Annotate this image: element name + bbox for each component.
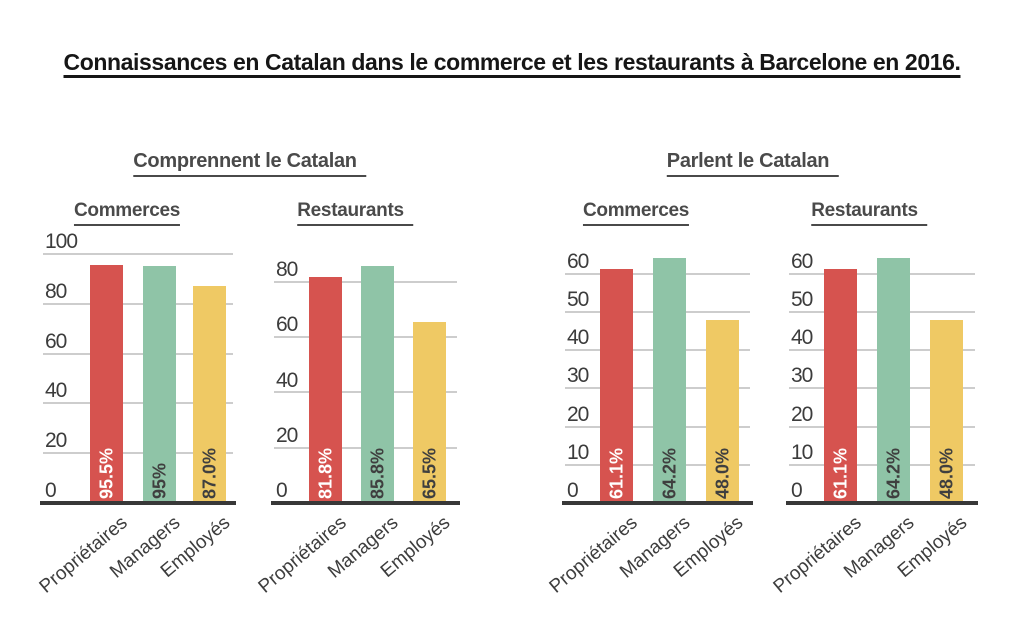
bar-propriétaires: 61.1% [600,269,633,503]
y-axis-tick-label: 20 [276,423,298,447]
bar-chart-comprennent-commerces: 0 20 40 60 80 100 95.5% Propriétaires 95% Manager… [35,231,236,598]
bar-value-label: 65.5% [419,447,440,499]
bar-employés: 87.0% [193,286,226,503]
gridline [43,402,233,405]
bar-employés: 48.0% [706,319,739,503]
y-axis-tick-label: 0 [276,479,288,502]
bar-managers: 85.8% [361,265,394,503]
gridline [43,352,233,355]
y-axis-tick-label: 40 [45,379,67,403]
y-axis-tick-label: 20 [45,429,67,453]
y-axis-tick-label: 0 [45,479,57,502]
bar-propriétaires: 95.5% [90,265,123,503]
y-axis-tick-label: 10 [791,440,813,464]
x-axis-line [271,501,460,505]
group-title-comprennent: Comprennent le Catalan [133,150,367,177]
bar-managers: 64.2% [877,257,910,503]
bar-value-label: 64.2% [883,447,904,499]
gridline [43,252,233,255]
page-title-text: Connaissances en Catalan dans le commerc… [63,49,961,75]
page-title: Connaissances en Catalan dans le commerc… [0,49,1024,76]
bar-propriétaires: 61.1% [824,269,857,503]
bar-value-label: 61.1% [830,447,851,499]
bar-value-label: 64.2% [659,447,680,499]
chart-title-parlent-commerces: Commerces [582,200,689,226]
y-axis-tick-label: 80 [276,258,298,281]
chart-title-comprennent-restaurants: Restaurants [297,200,413,226]
y-axis-tick-label: 40 [276,368,298,392]
y-axis-tick-label: 0 [567,479,579,502]
y-axis-tick-label: 60 [567,249,589,273]
x-axis-label: Propriétaires [545,512,642,598]
bar-propriétaires: 81.8% [309,277,342,503]
y-axis-tick-label: 40 [567,326,589,350]
y-axis-tick-label: 30 [567,364,589,388]
x-axis-label: Propriétaires [254,512,351,598]
y-axis-tick-label: 100 [45,229,78,253]
x-axis-line [40,501,236,505]
bar-managers: 95% [143,266,176,503]
x-axis-line [786,501,978,505]
bar-chart-parlent-restaurants: 0 10 20 30 40 50 60 61.1% Propriétaires 64.2% Mana… [769,240,978,598]
y-axis-tick-label: 60 [276,313,298,337]
y-axis-tick-label: 80 [45,279,67,303]
bar-value-label: 87.0% [199,447,220,499]
y-axis-tick-label: 30 [791,364,813,388]
y-axis-tick-label: 20 [791,402,813,426]
chart-title-parlent-restaurants: Restaurants [811,200,927,226]
bar-value-label: 61.1% [606,447,627,499]
bar-employés: 65.5% [413,322,446,503]
bar-value-label: 48.0% [936,447,957,499]
gridline [43,452,233,455]
x-axis-label: Propriétaires [35,512,132,598]
y-axis-tick-label: 50 [791,287,813,311]
bar-value-label: 81.8% [315,447,336,499]
y-axis-tick-label: 60 [45,329,67,353]
bar-value-label: 95% [149,462,170,499]
bar-employés: 48.0% [930,319,963,503]
bar-value-label: 85.8% [367,447,388,499]
y-axis-tick-label: 40 [791,326,813,350]
y-axis-tick-label: 50 [567,287,589,311]
y-axis-tick-label: 0 [791,479,803,502]
gridline [43,302,233,305]
chart-title-comprennent-commerces: Commerces [73,200,180,226]
x-axis-label: Propriétaires [769,512,866,598]
y-axis-tick-label: 10 [567,440,589,464]
x-axis-line [562,501,753,505]
bar-value-label: 95.5% [96,447,117,499]
group-title-parlent: Parlent le Catalan [666,150,840,177]
bar-managers: 64.2% [653,257,686,503]
bar-chart-parlent-commerces: 0 10 20 30 40 50 60 61.1% Propriétaires 64.2% Mana… [545,240,753,598]
bar-chart-comprennent-restaurants: 0 20 40 60 80 81.8% Propriétaires 85.8% Managers… [254,240,460,598]
y-axis-tick-label: 60 [791,249,813,273]
bar-value-label: 48.0% [712,447,733,499]
y-axis-tick-label: 20 [567,402,589,426]
